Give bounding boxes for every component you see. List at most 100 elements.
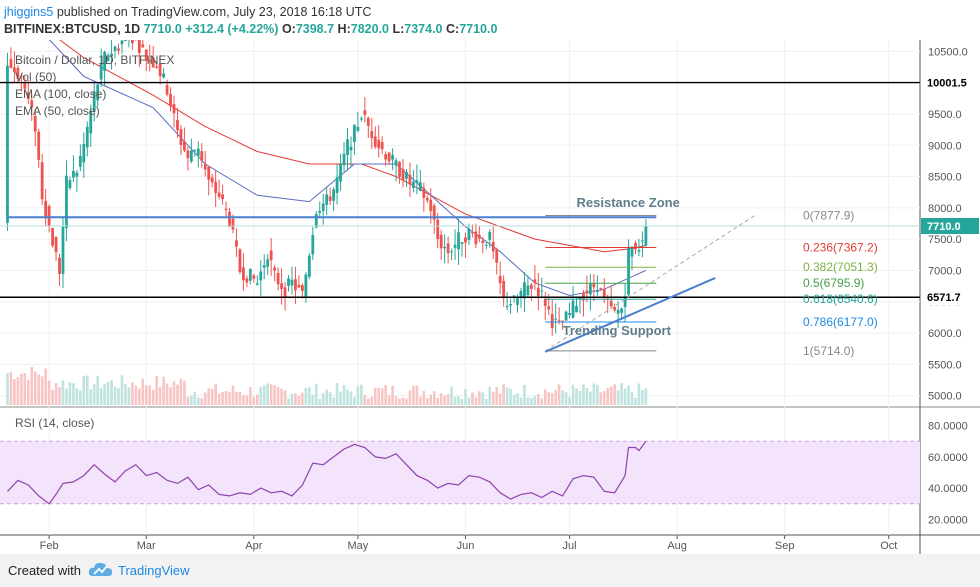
candle-body: [68, 180, 72, 188]
candle-body: [262, 265, 266, 268]
legend-entry: Bitcoin / Dollar, 1D, BITFINEX: [15, 53, 174, 67]
volume-bar: [370, 396, 374, 405]
price-tick-label: 5000.0: [928, 391, 962, 403]
candle-body: [328, 196, 332, 201]
candle-body: [502, 280, 506, 299]
candle-body: [165, 85, 169, 95]
candle-body: [255, 283, 259, 285]
volume-bar: [301, 392, 304, 405]
volume-bar: [550, 392, 554, 405]
volume-bar: [259, 386, 263, 405]
candle-body: [189, 150, 193, 162]
fib-label: 1(5714.0): [803, 344, 854, 358]
legend-entry: EMA (50, close): [15, 104, 100, 118]
volume-bar: [176, 384, 179, 405]
candle-body: [644, 226, 648, 246]
candle-body: [425, 197, 429, 201]
candle-body: [89, 110, 93, 134]
price-chart[interactable]: Resistance Zone 0(7877.9) 0.236(7367.2) 0.3…: [0, 40, 980, 554]
volume-bar: [596, 384, 599, 405]
candle-body: [96, 84, 100, 101]
low-value: 7374.0: [404, 22, 443, 36]
time-tick-label: Sep: [775, 540, 795, 552]
volume-bar: [210, 388, 214, 405]
volume-bar: [318, 398, 322, 405]
publish-line: jhiggins5 published on TradingView.com, …: [4, 5, 371, 19]
volume-bar: [179, 378, 183, 405]
volume-bar: [283, 390, 287, 405]
candle-body: [488, 231, 492, 240]
volume-bar: [620, 383, 623, 405]
volume-bar: [346, 389, 349, 405]
time-tick-label: May: [348, 540, 369, 552]
candle-body: [193, 150, 197, 152]
volume-bar: [162, 376, 165, 405]
volume-bar: [491, 391, 495, 405]
volume-bar: [360, 384, 363, 405]
candle-body: [516, 296, 519, 305]
fib-label: 0.382(7051.3): [803, 260, 878, 274]
candle-body: [283, 287, 287, 298]
volume-bar: [294, 393, 297, 405]
candle-body: [380, 141, 384, 150]
volume-bar: [488, 386, 492, 405]
candle-body: [169, 93, 172, 107]
candle-body: [207, 166, 211, 180]
candle-body: [373, 136, 377, 147]
volume-bar: [304, 388, 308, 405]
candle-body: [623, 296, 627, 307]
volume-bar: [103, 384, 106, 405]
candle-body: [44, 200, 48, 219]
volume-bar: [186, 396, 190, 405]
candle-body: [47, 205, 51, 226]
ohlc-line: BITFINEX:BTCUSD, 1D 7710.0 +312.4 (+4.22…: [4, 22, 497, 36]
rsi-tick-label: 40.0000: [928, 483, 968, 495]
volume-bar: [356, 386, 360, 405]
volume-bar: [623, 388, 627, 405]
current-price-tag-bg: [921, 218, 979, 235]
time-tick-label: Jun: [457, 540, 475, 552]
candle-body: [585, 290, 589, 294]
volume-bar: [554, 390, 557, 405]
volume-bar: [190, 395, 193, 405]
candle-body: [26, 92, 30, 99]
candle-body: [61, 226, 65, 274]
volume-bar: [512, 394, 516, 405]
candle-body: [557, 319, 561, 321]
volume-bar: [450, 386, 453, 405]
candle-body: [6, 65, 9, 223]
candle-body: [529, 284, 533, 289]
tradingview-brand[interactable]: TradingView: [118, 563, 190, 578]
author-link[interactable]: jhiggins5: [4, 5, 54, 19]
volume-bar: [384, 385, 387, 405]
volume-bar: [127, 387, 131, 405]
volume-bar: [419, 396, 422, 405]
fib-trend-dashed: [545, 213, 758, 352]
candle-body: [75, 172, 79, 177]
candle-body: [436, 219, 440, 240]
publish-info: published on TradingView.com, July 23, 2…: [56, 5, 372, 19]
open-value: 7398.7: [295, 22, 335, 36]
candle-body: [162, 73, 166, 78]
volume-bar: [30, 366, 34, 405]
volume-bar: [339, 391, 342, 405]
volume-bar: [616, 390, 620, 405]
candle-body: [23, 82, 27, 89]
candle-body: [408, 174, 412, 185]
volume-bar: [54, 383, 58, 405]
rsi-band: [0, 441, 920, 504]
volume-bar: [540, 398, 544, 405]
candle-body: [353, 125, 356, 142]
candle-body: [377, 139, 381, 149]
volume-bar: [464, 389, 467, 405]
candle-body: [568, 313, 571, 316]
price-tick-label: 8500.0: [928, 172, 962, 184]
volume-bar: [124, 383, 127, 405]
volume-bar: [117, 388, 120, 405]
candle-body: [540, 290, 544, 292]
volume-bar: [249, 387, 252, 405]
volume-bar: [297, 395, 301, 405]
legend-entry: EMA (100, close): [15, 87, 106, 101]
volume-bar: [578, 391, 582, 405]
candle-body: [276, 272, 280, 285]
